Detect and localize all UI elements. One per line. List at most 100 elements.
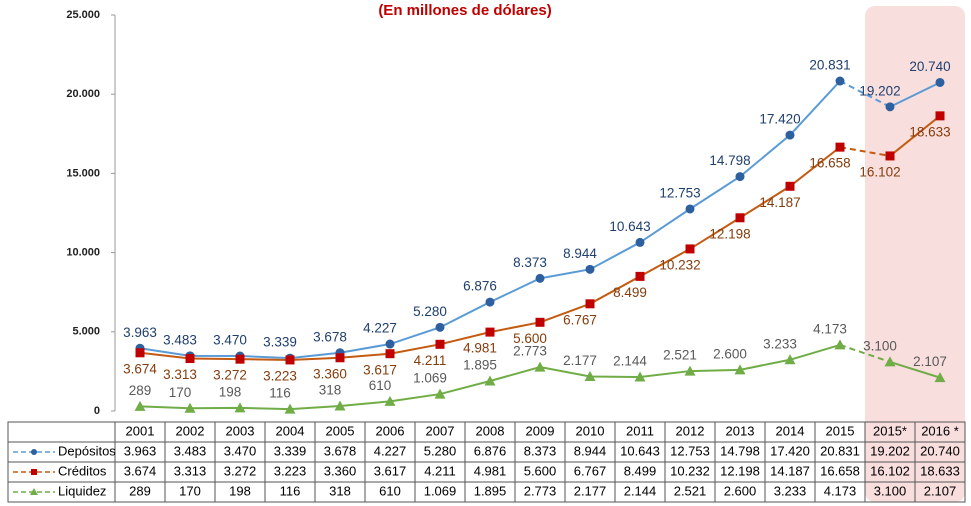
value-label: 8.373: [513, 255, 547, 270]
point: [285, 355, 295, 365]
point: [835, 76, 845, 86]
x-tick-label: 2013: [726, 423, 755, 438]
value-label: 3.617: [363, 362, 397, 377]
value-label: 10.232: [659, 257, 700, 272]
value-label: 3.360: [313, 366, 347, 381]
legend-label: Liquidez: [58, 483, 106, 498]
point: [184, 402, 196, 413]
point: [884, 356, 896, 367]
x-tick-label: 2009: [526, 423, 555, 438]
table-cell: 16.102: [870, 463, 910, 478]
value-label: 5.600: [513, 331, 547, 346]
x-tick-label: 2015: [826, 423, 855, 438]
table-cell: 5.600: [524, 463, 557, 478]
value-label: 2.177: [563, 353, 597, 368]
point: [584, 371, 596, 382]
table-cell: 4.227: [374, 443, 407, 458]
value-label: 318: [319, 383, 342, 398]
value-label: 3.483: [163, 332, 197, 347]
table-cell: 3.963: [124, 443, 157, 458]
point: [585, 299, 595, 309]
y-tick-label: 15.000: [66, 167, 100, 179]
table-cell: 14.187: [770, 463, 810, 478]
point: [885, 102, 895, 112]
table-cell: 14.798: [720, 443, 760, 458]
x-tick-label: 2015*: [873, 423, 907, 438]
point: [735, 172, 745, 182]
table-cell: 5.280: [424, 443, 457, 458]
point: [734, 364, 746, 375]
value-label: 1.895: [463, 358, 497, 373]
table-cell: 2.773: [524, 483, 557, 498]
value-label: 2.600: [713, 346, 747, 361]
x-tick-label: 2008: [476, 423, 505, 438]
y-tick-label: 0: [94, 405, 100, 417]
point: [834, 339, 846, 350]
table-cell: 2.177: [574, 483, 607, 498]
x-tick-label: 2007: [426, 423, 455, 438]
value-label: 6.767: [563, 312, 597, 327]
point: [885, 151, 895, 161]
point: [685, 204, 695, 214]
series-line: [889, 115, 941, 157]
table-cell: 1.895: [474, 483, 507, 498]
table-cell: 3.223: [274, 463, 307, 478]
x-tick-label: 2002: [176, 423, 205, 438]
value-label: 16.658: [809, 156, 850, 171]
point: [785, 130, 795, 140]
point: [385, 339, 395, 349]
table-cell: 3.233: [774, 483, 807, 498]
value-label: 19.202: [859, 83, 900, 98]
value-label: 18.633: [909, 124, 950, 139]
value-label: 20.740: [909, 59, 950, 74]
table-cell: 2.521: [674, 483, 707, 498]
value-label: 3.313: [163, 367, 197, 382]
point: [585, 264, 595, 274]
y-tick-label: 5.000: [72, 326, 100, 338]
value-label: 289: [129, 383, 152, 398]
table-cell: 3.483: [174, 443, 207, 458]
point: [234, 402, 246, 413]
legend-marker: [30, 488, 38, 495]
x-tick-label: 2011: [626, 423, 654, 438]
table-cell: 2.144: [624, 483, 657, 498]
table-cell: 198: [229, 483, 251, 498]
table-cell: 2.600: [724, 483, 757, 498]
table-cell: 610: [379, 483, 401, 498]
point: [284, 403, 296, 414]
point: [385, 349, 395, 359]
table-cell: 4.173: [824, 483, 857, 498]
point: [935, 111, 945, 121]
table-cell: 6.876: [474, 443, 507, 458]
point: [635, 271, 645, 281]
point: [835, 142, 845, 152]
value-label: 1.069: [413, 371, 447, 386]
table-cell: 4.211: [424, 463, 456, 478]
value-label: 6.876: [463, 279, 497, 294]
x-tick-label: 2005: [326, 423, 355, 438]
series-line: [889, 360, 941, 379]
value-label: 3.223: [263, 369, 297, 384]
x-tick-label: 2012: [676, 423, 705, 438]
value-label: 10.643: [609, 219, 650, 234]
table-cell: 2.107: [924, 483, 957, 498]
point: [484, 375, 496, 386]
value-label: 2.773: [513, 344, 547, 359]
point: [634, 371, 646, 382]
table-cell: 20.740: [920, 443, 960, 458]
table-cell: 19.202: [870, 443, 910, 458]
table-cell: 10.643: [620, 443, 660, 458]
value-label: 14.187: [759, 195, 800, 210]
legend-label: Créditos: [58, 463, 107, 478]
x-tick-label: 2006: [376, 423, 405, 438]
value-label: 3.963: [123, 325, 157, 340]
value-label: 20.831: [809, 58, 850, 73]
table-cell: 20.831: [820, 443, 860, 458]
value-label: 3.674: [123, 361, 157, 376]
y-tick-label: 20.000: [66, 88, 100, 100]
table-cell: 3.617: [374, 463, 407, 478]
point: [384, 395, 396, 406]
point: [935, 77, 945, 87]
series-line: [839, 343, 891, 363]
x-tick-label: 2014: [776, 423, 805, 438]
